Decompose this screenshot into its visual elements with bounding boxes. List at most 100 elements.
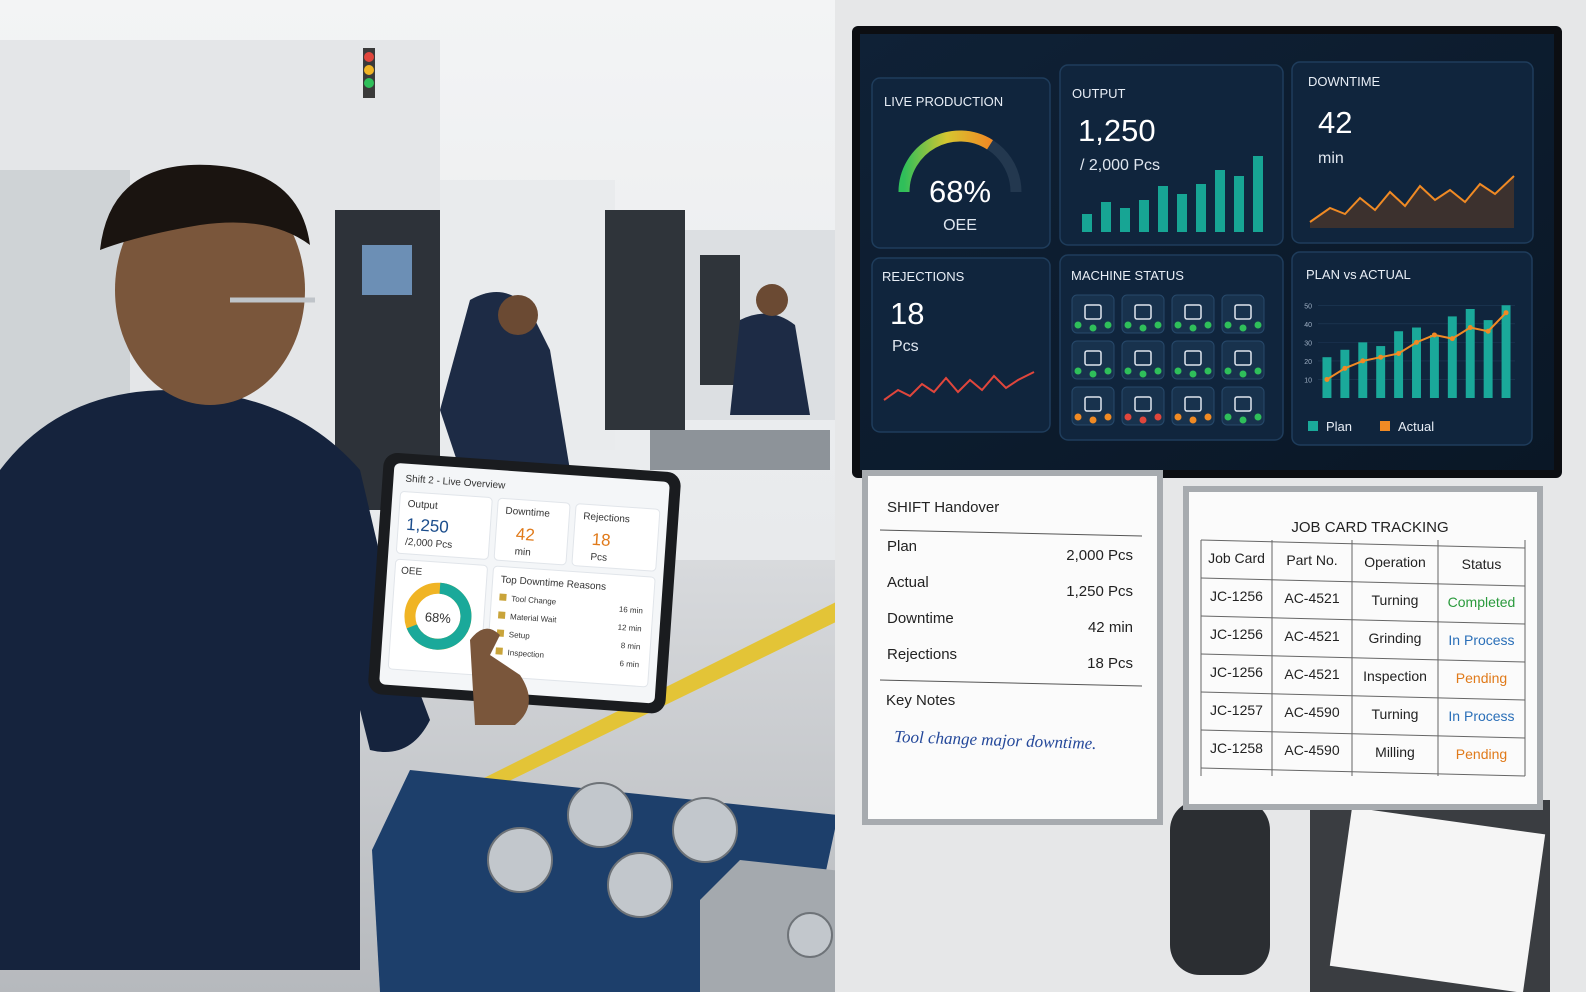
actual-point	[1485, 328, 1491, 334]
status-dot	[1124, 413, 1132, 421]
reason-time: 6 min	[619, 659, 639, 669]
scanner	[1170, 800, 1270, 975]
status-dot	[1239, 324, 1247, 332]
panel-title: DOWNTIME	[1308, 74, 1381, 89]
status-dot	[1154, 413, 1162, 421]
oee-label: OEE	[943, 217, 977, 234]
donut-value	[406, 582, 472, 650]
machine-icon	[1184, 350, 1202, 366]
status-dot	[1174, 321, 1182, 329]
rejections-unit: Pcs	[892, 338, 919, 355]
tablet: Shift 2 - Live Overview Output 1,250 /2,…	[368, 453, 681, 714]
machine-tile	[1071, 294, 1115, 334]
card-label: Output	[407, 499, 438, 512]
output-unit: / 2,000 Pcs	[1080, 157, 1160, 174]
reason-icon	[497, 611, 506, 619]
downtime-area	[1310, 176, 1514, 228]
status-dot	[1089, 416, 1097, 424]
status-cell: Pending	[1456, 670, 1507, 686]
legend-label: Actual	[1398, 419, 1434, 434]
status-dot	[1204, 413, 1212, 421]
reason-icon	[499, 593, 507, 601]
table-cell: JC-1256	[1210, 588, 1263, 604]
light	[364, 52, 374, 62]
status-dot	[1074, 413, 1082, 421]
machine-tile	[1171, 386, 1215, 426]
reason-time: 8 min	[620, 641, 640, 651]
downtime-unit: min	[1318, 150, 1344, 167]
machine-tile	[1221, 340, 1265, 380]
machine-icon	[1134, 396, 1152, 412]
plan-bar	[1447, 316, 1457, 398]
status-dot	[1189, 370, 1197, 378]
status-dot	[1189, 324, 1197, 332]
table-cell: AC-4521	[1284, 628, 1339, 644]
status-dot	[1154, 367, 1162, 375]
machine-icon	[1084, 396, 1102, 412]
handover-label: Rejections	[887, 646, 957, 663]
machine-tile	[1121, 386, 1165, 426]
status-dot	[1254, 367, 1262, 375]
status-dot	[1239, 370, 1247, 378]
plan-bar	[1394, 331, 1404, 398]
card-value: 42	[515, 524, 535, 544]
plan-bar	[1429, 334, 1439, 398]
table-rule	[1200, 577, 1526, 587]
status-dot	[1189, 416, 1197, 424]
status-dot	[1174, 413, 1182, 421]
reason-icon	[495, 647, 503, 655]
card-unit: /2,000 Pcs	[405, 537, 453, 551]
status-cell: In Process	[1448, 632, 1514, 648]
operator-hand	[470, 628, 529, 725]
reason-time: 12 min	[617, 623, 642, 634]
output-sparkbars	[1082, 156, 1263, 232]
status-dot	[1074, 321, 1082, 329]
table-rule	[1200, 653, 1526, 663]
status-dot	[1254, 413, 1262, 421]
actual-point	[1342, 365, 1348, 371]
downtime-sparkline	[1309, 175, 1515, 223]
status-dot	[1104, 367, 1112, 375]
machine-tile	[1121, 340, 1165, 380]
y-tick-label: 10	[1304, 377, 1312, 384]
status-cell: Completed	[1448, 594, 1516, 610]
plan-bar	[1340, 349, 1350, 398]
actual-point	[1431, 332, 1437, 338]
machine-icon	[1234, 304, 1252, 320]
downtime-value: 42	[1318, 105, 1352, 140]
actual-point	[1360, 358, 1366, 364]
handover-label: Downtime	[887, 610, 954, 627]
table-cell: Inspection	[1363, 668, 1427, 684]
actual-point	[1414, 339, 1419, 345]
machine-icon	[1134, 350, 1152, 366]
tablet-cards	[387, 491, 661, 688]
plan-bar	[1376, 346, 1386, 398]
oee-value: 68%	[929, 174, 991, 209]
status-dot	[1139, 370, 1147, 378]
card-label: Downtime	[505, 506, 551, 520]
machine-tile	[1071, 340, 1115, 380]
y-tick-label: 40	[1304, 322, 1312, 329]
reason-name: Tool Change	[511, 594, 557, 606]
y-tick-label: 20	[1304, 359, 1312, 366]
table-cell: AC-4521	[1284, 666, 1339, 682]
machine-icon	[1084, 350, 1102, 366]
machine-tile	[1171, 294, 1215, 334]
operator	[0, 390, 430, 970]
handover-label: Actual	[887, 574, 929, 591]
light	[364, 78, 374, 88]
handover-value: 1,250 Pcs	[1066, 583, 1133, 600]
table-rule	[1200, 539, 1526, 549]
worker-head	[756, 284, 788, 316]
machine-tile	[1071, 386, 1115, 426]
status-dot	[1204, 321, 1212, 329]
legend-swatch	[1380, 421, 1390, 431]
table-rule	[1200, 767, 1526, 777]
table-cell: JC-1256	[1210, 664, 1263, 680]
machine-tile	[1221, 294, 1265, 334]
operator-hair	[100, 164, 310, 250]
table-cell: JC-1257	[1210, 702, 1263, 718]
panel-title: PLAN vs ACTUAL	[1306, 267, 1411, 282]
worker	[440, 292, 570, 470]
machine-icon	[1234, 396, 1252, 412]
